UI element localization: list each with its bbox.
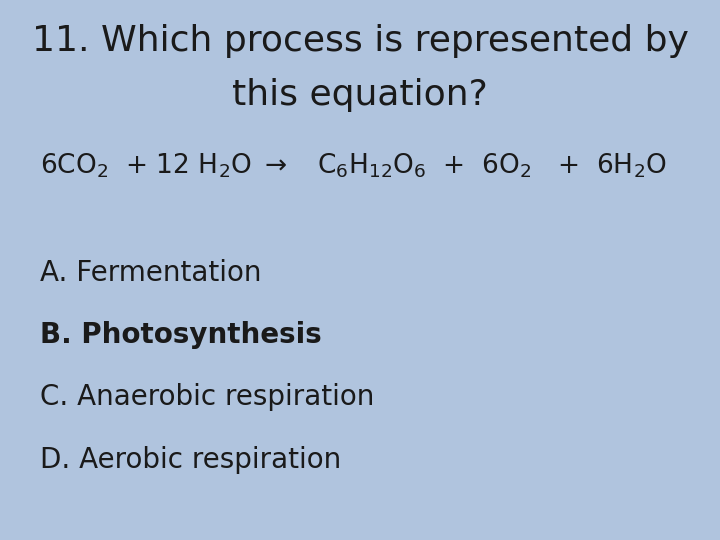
Text: this equation?: this equation? [232, 78, 488, 112]
Text: 6CO$_2$  + 12 H$_2$O $\rightarrow$   C$_6$H$_{12}$O$_6$  +  6O$_2$   +  6H$_2$O: 6CO$_2$ + 12 H$_2$O $\rightarrow$ C$_6$H… [40, 151, 667, 180]
Text: D. Aerobic respiration: D. Aerobic respiration [40, 446, 341, 474]
Text: C. Anaerobic respiration: C. Anaerobic respiration [40, 383, 374, 411]
Text: A. Fermentation: A. Fermentation [40, 259, 261, 287]
Text: B. Photosynthesis: B. Photosynthesis [40, 321, 321, 349]
Text: 11. Which process is represented by: 11. Which process is represented by [32, 24, 688, 58]
